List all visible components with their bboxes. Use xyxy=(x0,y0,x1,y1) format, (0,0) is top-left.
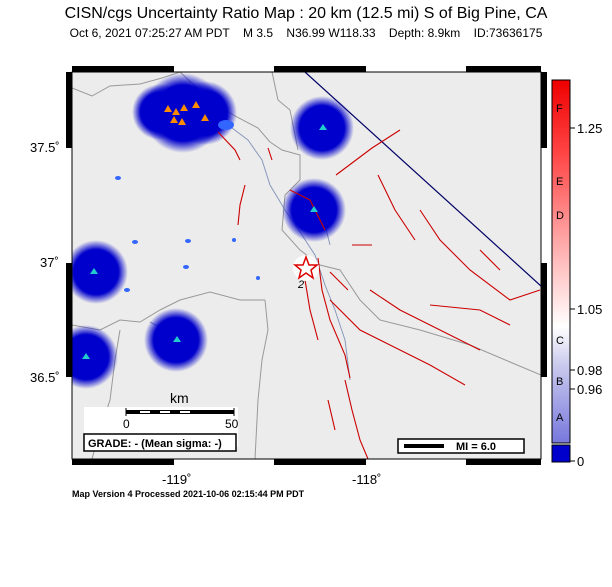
colorbar: F E D C B A 1.25 1.05 0.98 0.96 0 xyxy=(551,79,602,469)
faults xyxy=(217,129,541,459)
colorbar-value-1-25: 1.25 xyxy=(577,121,602,136)
grade-box xyxy=(83,433,237,452)
event-depth: Depth: 8.9km xyxy=(388,26,461,40)
event-date: Oct 6, 2021 07:25:27 AM PDT xyxy=(69,26,230,40)
y-tick-37-5: 37.5˚ xyxy=(30,140,60,155)
map-version-footer: Map Version 4 Processed 2021-10-06 02:15… xyxy=(72,489,305,499)
colorbar-value-0: 0 xyxy=(577,454,584,469)
epicenter-label: 2 xyxy=(297,279,304,291)
scale-bar-tick-50: 50 xyxy=(225,417,239,431)
colorbar-letter-d: D xyxy=(556,210,564,222)
colorbar-letter-a: A xyxy=(556,412,564,424)
mi-legend-label: MI = 6.0 xyxy=(456,441,496,453)
event-magnitude: M 3.5 xyxy=(243,26,274,40)
uncertainty-blobs xyxy=(72,73,354,389)
colorbar-letter-f: F xyxy=(556,103,563,115)
stations xyxy=(82,101,327,359)
frame-ticks xyxy=(66,66,547,465)
lakes xyxy=(115,120,260,292)
colorbar-letter-b: B xyxy=(556,376,563,388)
colorbar-value-0-98: 0.98 xyxy=(577,363,602,378)
event-id: ID:73636175 xyxy=(473,26,543,40)
colorbar-letter-e: E xyxy=(556,176,563,188)
mi-legend-box xyxy=(397,438,525,454)
y-tick-36-5: 36.5˚ xyxy=(30,370,60,385)
map-title: CISN/cgs Uncertainty Ratio Map : 20 km (… xyxy=(64,5,548,22)
x-tick-minus-118: -118˚ xyxy=(352,472,381,487)
colorbar-value-0-96: 0.96 xyxy=(577,382,602,397)
colorbar-letter-c: C xyxy=(556,335,564,347)
scale-bar-tick-0: 0 xyxy=(123,417,130,431)
epicenter xyxy=(292,254,320,281)
epicenter-star-icon xyxy=(292,254,320,280)
colorbar-zero-box xyxy=(551,444,571,463)
mi-legend-line xyxy=(404,444,444,448)
x-tick-minus-119: -119˚ xyxy=(162,472,191,487)
colorbar-value-1-05: 1.05 xyxy=(577,302,602,317)
y-tick-37: 37˚ xyxy=(40,255,59,270)
scale-bar-unit: km xyxy=(170,390,189,406)
event-info-line: Oct 6, 2021 07:25:27 AM PDT M 3.5 N36.99… xyxy=(0,26,612,40)
event-location: N36.99 W118.33 xyxy=(286,26,376,40)
grade-label: GRADE: - (Mean sigma: -) xyxy=(88,438,222,450)
